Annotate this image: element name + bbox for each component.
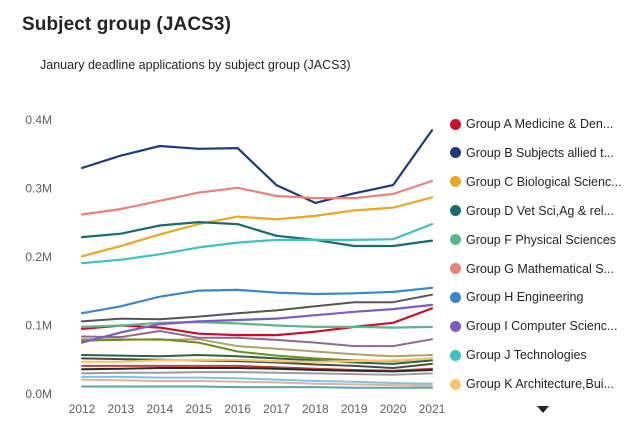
y-tick-label: 0.3M (25, 182, 52, 196)
series-line[interactable] (81, 378, 433, 387)
legend-label: Group H Engineering (466, 290, 584, 305)
legend-item[interactable]: Group B Subjects allied t... (450, 142, 614, 164)
legend-item[interactable]: Group J Technologies (450, 344, 587, 366)
series-line[interactable] (81, 371, 433, 376)
legend-marker (450, 291, 461, 303)
chart-title: January deadline applications by subject… (40, 58, 351, 72)
legend-label: Group I Computer Scienc... (466, 319, 618, 334)
legend-item[interactable]: Group D Vet Sci,Ag & rel... (450, 200, 614, 222)
series-line[interactable] (81, 293, 433, 323)
y-tick-label: 0.0M (25, 387, 52, 401)
legend-label: Group B Subjects allied t... (466, 145, 614, 160)
x-tick-label: 2021 (419, 402, 446, 416)
legend-item[interactable]: Group I Computer Scienc... (450, 315, 617, 337)
series-line[interactable] (81, 385, 433, 389)
series-line[interactable] (81, 330, 433, 348)
series-line[interactable] (80, 223, 434, 265)
legend-marker (450, 263, 461, 274)
legend-label: Group J Technologies (466, 348, 587, 363)
legend-item[interactable]: Group H Engineering (450, 286, 583, 308)
series-line[interactable] (81, 354, 433, 365)
legend-item[interactable]: Group K Architecture,Bui... (450, 373, 614, 395)
series-line[interactable] (80, 321, 434, 329)
series-line[interactable] (80, 303, 434, 344)
series-line[interactable] (81, 357, 433, 369)
series-lines[interactable] (80, 129, 434, 363)
x-tick-label: 2020 (380, 402, 407, 416)
x-tick-label: 2016 (224, 402, 251, 416)
series-line[interactable] (80, 307, 434, 337)
legend-item[interactable]: Group F Physical Sciences (450, 229, 616, 251)
legend-marker (450, 349, 461, 361)
series-line[interactable] (80, 129, 434, 204)
x-tick-label: 2017 (263, 402, 290, 416)
series-line[interactable] (80, 357, 434, 363)
x-tick-label: 2019 (341, 402, 368, 416)
series-line[interactable] (80, 286, 434, 315)
legend-label: Group G Mathematical S... (466, 261, 614, 276)
y-tick-label: 0.4M (25, 113, 52, 127)
series-line[interactable] (80, 221, 434, 248)
series-line[interactable] (81, 367, 433, 373)
legend-marker (450, 378, 461, 390)
legend-item[interactable]: Group C Biological Scienc... (450, 171, 622, 193)
legend-marker (450, 320, 461, 332)
legend-label: Group F Physical Sciences (466, 232, 617, 247)
legend-marker (450, 234, 461, 246)
legend-label: Group A Medicine & Den... (466, 117, 614, 131)
legend-label: Group D Vet Sci,Ag & rel... (466, 203, 614, 218)
legend-label: Group K Architecture,Bui... (466, 377, 614, 392)
x-tick-label: 2015 (185, 402, 212, 416)
x-tick-label: 2012 (69, 402, 96, 416)
y-tick-label: 0.1M (25, 319, 52, 333)
legend-marker (450, 147, 461, 159)
legend-marker (450, 118, 461, 130)
x-axis: 2012 2013 2014 2015 2016 2017 2018 2019 2020 2021 (69, 402, 446, 416)
y-axis: 0.0M 0.1M 0.2M 0.3M 0.4M (25, 113, 52, 401)
legend-item[interactable]: Group G Mathematical S... (450, 258, 614, 280)
x-tick-label: 2018 (302, 402, 329, 416)
chevron-down-icon[interactable] (537, 406, 549, 413)
x-tick-label: 2013 (108, 402, 135, 416)
other-series-lines (81, 293, 433, 389)
series-line[interactable] (80, 196, 434, 258)
series-line[interactable] (81, 375, 433, 385)
legend-label: Group C Biological Scienc... (466, 174, 622, 189)
x-tick-label: 2014 (146, 402, 173, 416)
legend-marker (450, 176, 461, 188)
legend-marker (450, 205, 461, 217)
page-title: Subject group (JACS3) (22, 14, 232, 35)
series-line[interactable] (80, 179, 434, 216)
legend-item[interactable]: Group A Medicine & Den... (450, 113, 613, 135)
y-tick-label: 0.2M (25, 250, 52, 264)
